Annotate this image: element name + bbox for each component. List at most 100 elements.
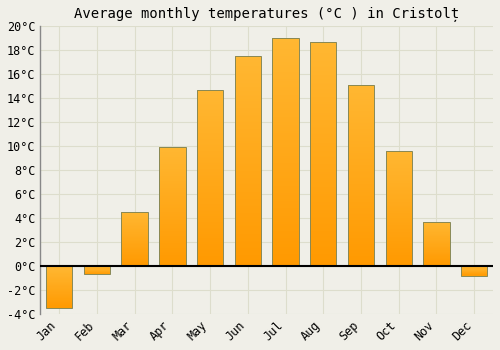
Bar <box>234 141 261 142</box>
Bar <box>348 117 374 119</box>
Bar <box>348 187 374 188</box>
Bar <box>272 63 299 65</box>
Bar <box>272 145 299 146</box>
Bar <box>310 188 336 189</box>
Bar <box>159 216 186 217</box>
Bar <box>386 244 412 246</box>
Bar <box>386 220 412 222</box>
Bar <box>272 230 299 231</box>
Bar <box>197 261 224 262</box>
Bar <box>310 68 336 69</box>
Bar <box>272 38 299 266</box>
Bar <box>424 250 450 252</box>
Bar <box>310 230 336 231</box>
Bar <box>234 255 261 256</box>
Bar <box>310 222 336 223</box>
Bar <box>272 133 299 134</box>
Bar <box>234 146 261 147</box>
Bar <box>310 207 336 209</box>
Bar <box>310 114 336 115</box>
Bar <box>348 169 374 170</box>
Bar <box>310 163 336 164</box>
Bar <box>348 102 374 103</box>
Bar <box>84 272 110 273</box>
Bar <box>272 152 299 153</box>
Bar <box>272 244 299 246</box>
Bar <box>272 236 299 237</box>
Bar <box>424 259 450 260</box>
Bar <box>348 132 374 133</box>
Bar <box>348 154 374 156</box>
Bar <box>310 165 336 167</box>
Bar <box>386 262 412 264</box>
Bar <box>310 62 336 63</box>
Bar <box>46 283 72 284</box>
Bar <box>310 77 336 78</box>
Bar <box>348 210 374 211</box>
Bar <box>197 164 224 165</box>
Bar <box>159 164 186 165</box>
Bar <box>310 225 336 226</box>
Bar <box>272 113 299 114</box>
Bar <box>197 219 224 220</box>
Bar <box>310 157 336 158</box>
Bar <box>197 213 224 215</box>
Bar <box>310 119 336 120</box>
Bar <box>234 211 261 212</box>
Bar <box>461 274 487 275</box>
Bar <box>234 230 261 231</box>
Bar <box>234 225 261 226</box>
Bar <box>272 42 299 43</box>
Bar <box>272 121 299 122</box>
Bar <box>234 93 261 94</box>
Bar <box>234 223 261 224</box>
Bar <box>272 213 299 215</box>
Bar <box>272 161 299 162</box>
Bar <box>310 168 336 169</box>
Bar <box>197 132 224 133</box>
Bar <box>310 156 336 157</box>
Bar <box>272 91 299 92</box>
Bar <box>122 253 148 254</box>
Bar <box>348 94 374 96</box>
Bar <box>234 158 261 159</box>
Bar <box>159 233 186 235</box>
Bar <box>310 111 336 113</box>
Bar <box>234 253 261 254</box>
Bar <box>197 182 224 183</box>
Bar <box>234 75 261 77</box>
Bar <box>348 167 374 168</box>
Bar <box>310 99 336 100</box>
Bar <box>84 268 110 270</box>
Bar <box>159 211 186 212</box>
Bar <box>310 144 336 145</box>
Bar <box>197 177 224 178</box>
Bar <box>386 161 412 162</box>
Bar <box>310 240 336 241</box>
Bar <box>272 253 299 254</box>
Bar <box>46 281 72 283</box>
Bar <box>197 106 224 108</box>
Bar <box>234 233 261 235</box>
Bar <box>348 180 374 181</box>
Bar <box>272 142 299 144</box>
Bar <box>310 231 336 232</box>
Bar <box>197 211 224 212</box>
Bar <box>272 56 299 57</box>
Bar <box>310 147 336 148</box>
Bar <box>122 262 148 264</box>
Bar <box>197 230 224 231</box>
Bar <box>122 218 148 219</box>
Bar <box>310 42 336 43</box>
Bar <box>197 103 224 104</box>
Bar <box>197 218 224 219</box>
Bar <box>234 89 261 90</box>
Bar <box>234 249 261 250</box>
Bar <box>348 159 374 161</box>
Bar <box>272 231 299 232</box>
Bar <box>310 104 336 105</box>
Bar <box>272 243 299 244</box>
Bar <box>234 217 261 218</box>
Bar <box>310 170 336 171</box>
Bar <box>46 296 72 297</box>
